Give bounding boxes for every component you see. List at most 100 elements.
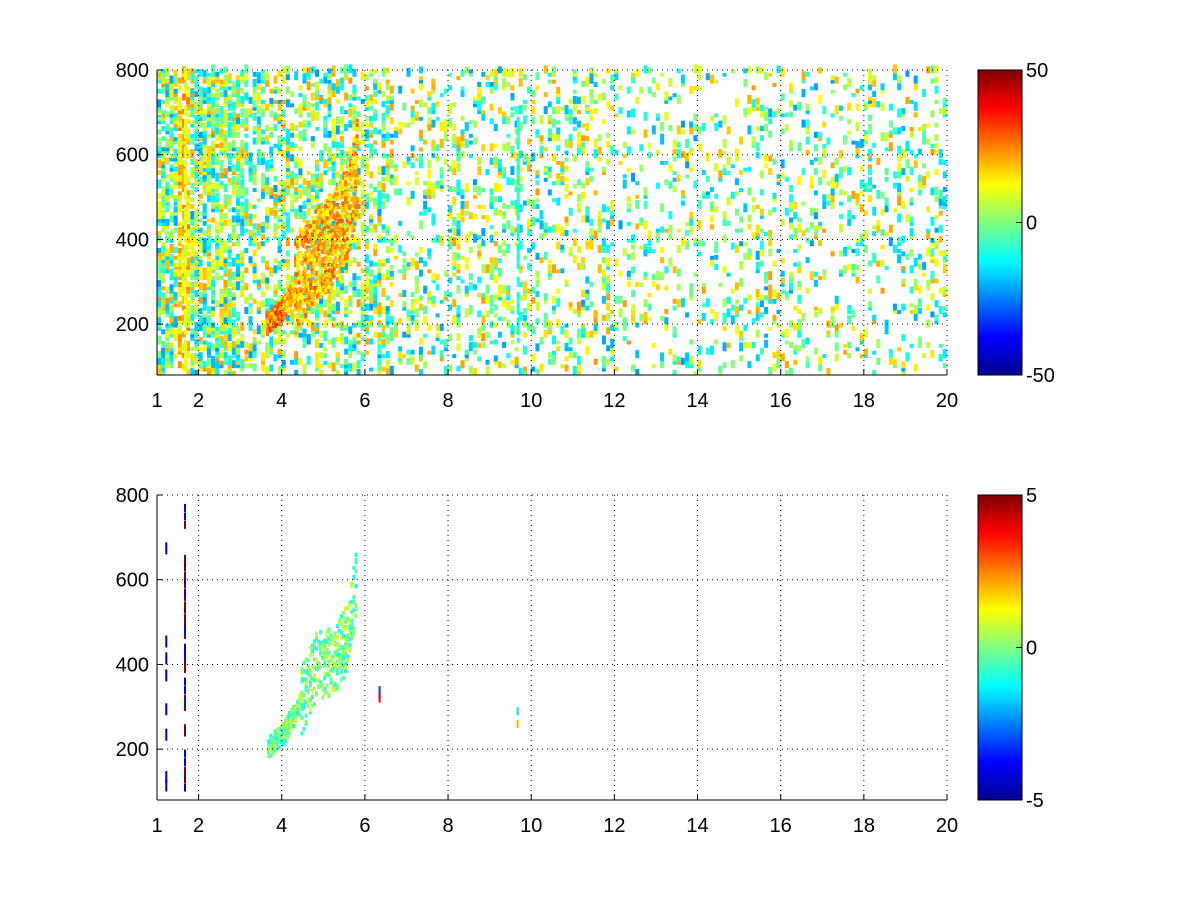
heatmap-cell [585,293,590,298]
heatmap-cell [292,279,296,284]
heatmap-cell [805,287,810,294]
heatmap-cell [639,282,644,287]
heatmap-cell [186,230,191,237]
heatmap-cell [502,77,507,87]
heatmap-cell [805,359,810,369]
heatmap-cell [339,275,344,281]
heatmap-cell [198,227,203,233]
heatmap-cell [452,136,457,145]
heatmap-cell [265,260,270,267]
heatmap-cell [772,207,777,213]
heatmap-cell [938,343,943,348]
heatmap-cell [834,324,839,331]
heatmap-cell [759,104,764,111]
heatmap-cell [284,302,288,307]
heatmap-cell [722,342,727,352]
heatmap-cell [406,181,411,186]
heatmap-cell [297,277,301,282]
heatmap-cell [282,308,286,313]
heatmap-cell [206,103,211,108]
heatmap-cell [244,133,249,138]
heatmap-cell [227,251,232,260]
heatmap-cell [300,279,304,284]
heatmap-cell [231,184,236,192]
heatmap-cell [173,299,178,304]
heatmap-cell [190,311,195,321]
heatmap-cell [834,157,839,165]
heatmap-cell [265,281,270,287]
heatmap-cell [489,188,494,196]
heatmap-cell [531,90,536,98]
heatmap-cell [169,213,174,223]
heatmap-cell [851,140,856,145]
heatmap-cell [173,159,178,165]
heatmap-cell [693,86,698,91]
heatmap-cell [518,265,523,270]
heatmap-cell [913,278,918,287]
heatmap-cell [277,314,281,319]
heatmap-cell [431,187,436,192]
heatmap-cell [173,275,178,281]
heatmap-cell [304,289,308,293]
heatmap-cell [319,283,323,288]
heatmap-cell [639,144,644,152]
heatmap-cell [680,193,685,199]
heatmap-cell [309,253,313,258]
heatmap-cell [244,203,249,213]
heatmap-cell [377,308,382,314]
heatmap-cell [934,278,939,284]
heatmap-cell [364,350,369,355]
heatmap-cell [198,347,203,352]
heatmap-cell [576,120,581,128]
heatmap-cell [789,185,793,192]
heatmap-cell [273,201,278,206]
heatmap-cell [493,257,498,267]
heatmap-cell [277,225,282,230]
heatmap-cell [339,130,344,135]
heatmap-cell [294,275,299,281]
heatmap-cell [202,316,207,325]
heatmap-cell [310,254,314,259]
heatmap-cell [315,315,319,321]
heatmap-cell [236,146,240,155]
heatmap-cell [236,103,240,108]
heatmap-cell [502,167,507,176]
heatmap-cell [227,156,232,162]
heatmap-cell [909,197,914,203]
heatmap-cell [219,203,224,209]
heatmap-cell [194,280,199,287]
heatmap-cell [585,82,590,87]
heatmap-cell [177,116,182,121]
heatmap-cell [676,94,681,104]
heatmap-cell [535,279,540,287]
heatmap-cell [290,299,294,304]
heatmap-cell [277,261,282,267]
heatmap-cell [297,307,301,312]
heatmap-cell [165,95,170,101]
heatmap-cell [299,230,303,235]
heatmap-cell [290,285,294,289]
heatmap-cell [190,135,195,145]
heatmap-cell [327,279,331,284]
heatmap-cell [443,134,448,142]
heatmap-cell [265,206,270,216]
heatmap-cell [381,176,386,182]
heatmap-cell [876,338,881,348]
heatmap-cell [161,299,166,308]
heatmap-cell [173,123,178,128]
heatmap-cell [626,270,631,277]
heatmap-cell [269,302,274,311]
heatmap-cell [186,293,191,298]
heatmap-cell [161,347,166,355]
heatmap-cell [863,210,868,216]
heatmap-cell [339,162,344,172]
heatmap-cell [186,251,191,257]
heatmap-cell [734,148,739,155]
heatmap-cell [410,292,415,298]
heatmap-cell [211,355,216,365]
heatmap-cell [481,144,486,152]
heatmap-cell [327,166,332,172]
heatmap-cell [181,227,186,237]
heatmap-cell [668,348,673,355]
